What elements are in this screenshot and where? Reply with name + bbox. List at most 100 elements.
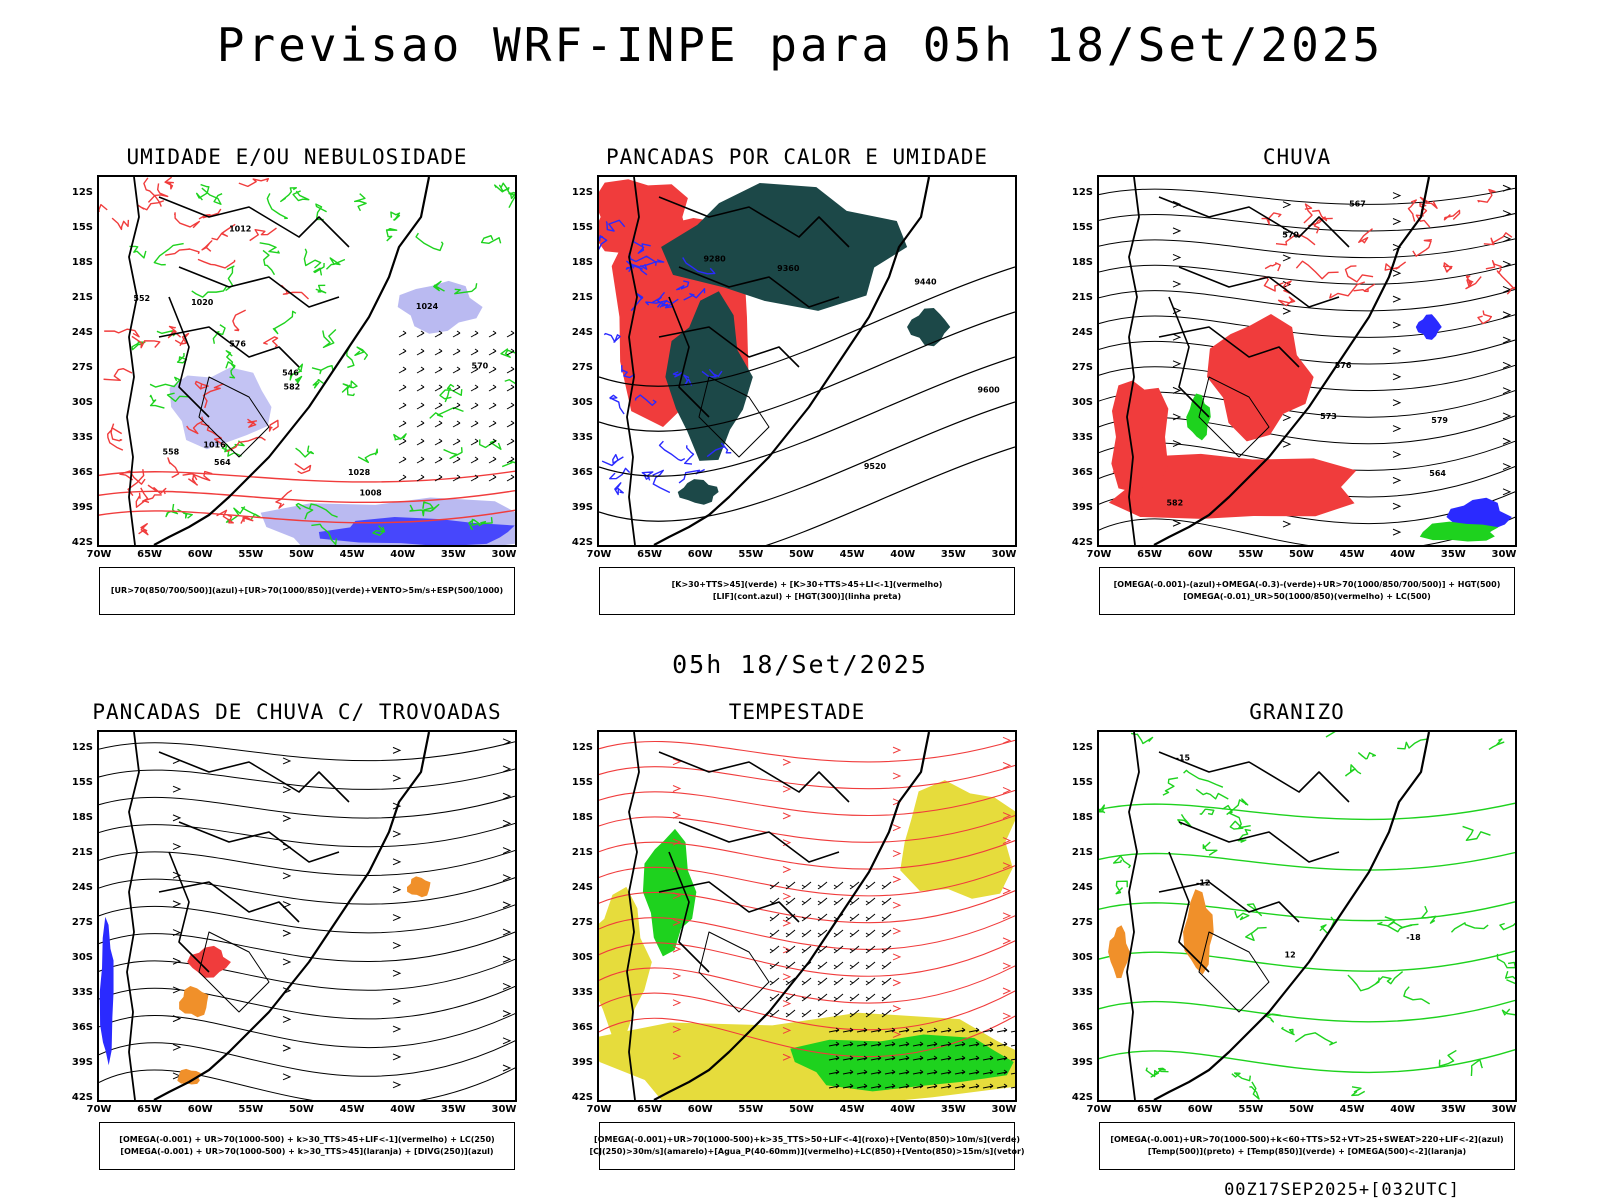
wind-vector — [852, 1009, 860, 1016]
temp850-contour-green — [1488, 738, 1505, 751]
lon-tick-label: 30W — [491, 1104, 517, 1115]
streamline-arrow — [172, 1043, 182, 1051]
legend-line: [OMEGA(-0.001) + UR>70(1000-500) + k>30_… — [120, 1147, 494, 1156]
streamline-arrow — [392, 830, 402, 838]
lon-tick-label: 45W — [1339, 1104, 1365, 1115]
humidity-contour-green — [153, 242, 184, 266]
wind-vector — [474, 384, 479, 390]
streamline — [99, 1067, 515, 1100]
humidity-contour-green — [354, 346, 369, 361]
wind-vector — [852, 897, 860, 904]
wind-vector — [820, 945, 828, 952]
lif-contour-blue — [683, 445, 695, 465]
streamline-arrow — [782, 866, 792, 873]
streamline-arrow — [172, 814, 182, 822]
omega-shading-blue — [1415, 314, 1442, 340]
panel-title: PANCADAS DE CHUVA C/ TROVOADAS — [92, 700, 502, 724]
wind-vector — [772, 897, 780, 904]
wind-vector — [947, 1069, 952, 1075]
wind-vector — [996, 1043, 1008, 1047]
lon-tick-label: 55W — [1238, 549, 1264, 560]
humidity-contour-green — [266, 193, 288, 220]
wind-vector — [833, 948, 838, 954]
wind-vector — [836, 1009, 844, 1016]
streamline-arrow — [282, 757, 292, 765]
lon-tick-label: 40W — [1390, 549, 1416, 560]
streamline-arrow — [1392, 347, 1402, 355]
state-border — [1178, 266, 1340, 308]
temp850-contour-green — [1325, 732, 1336, 738]
wind-vector — [881, 964, 886, 970]
lon-tick-label: 70W — [86, 1104, 112, 1115]
rain-shading-red — [1477, 310, 1493, 325]
lif-contour-blue — [651, 291, 679, 307]
wind-vector — [881, 1012, 886, 1018]
streamline-arrow — [1392, 321, 1402, 329]
streamline-arrow — [502, 847, 512, 854]
wind-vector — [870, 1043, 882, 1047]
temp850-contour-green — [1237, 828, 1251, 844]
wind-vector — [510, 456, 515, 462]
temp850-contour-green — [1347, 974, 1380, 992]
thickness-contour-red — [202, 383, 224, 409]
temp850-contour-green — [1231, 1072, 1251, 1082]
humidity-contour-green — [385, 227, 398, 242]
rain-shading-red — [1108, 453, 1357, 519]
wind-vector — [785, 964, 790, 970]
wind-vector — [865, 1012, 870, 1018]
thickness-contour-red — [216, 509, 234, 524]
thickness-contour-red — [167, 325, 182, 339]
wind-vector — [492, 384, 497, 390]
contour-label: 573 — [1320, 412, 1337, 421]
wind-vector — [438, 420, 443, 426]
instability-shading-red — [599, 179, 688, 254]
state-border — [178, 266, 340, 308]
streamline-arrow — [1172, 333, 1182, 341]
storm-shading-orange — [179, 986, 209, 1018]
wind-vector — [510, 420, 515, 426]
wind-vector — [842, 1057, 854, 1061]
temp850-contour-green — [1199, 808, 1215, 816]
lat-tick-label: 39S — [71, 1057, 93, 1068]
lon-tick-label: 50W — [289, 549, 314, 560]
contour-label: 564 — [1429, 469, 1446, 478]
rain-shading-red — [1308, 216, 1326, 234]
state-border — [658, 751, 850, 803]
andes-border — [626, 177, 640, 545]
state-border — [1178, 821, 1340, 863]
wind-vector — [492, 348, 497, 354]
wind-vector — [849, 1055, 854, 1061]
lon-tick-label: 50W — [789, 1104, 814, 1115]
humidity-shading-dark — [318, 517, 515, 545]
wind-vector — [912, 1029, 924, 1033]
lat-tick-label: 42S — [71, 537, 93, 548]
streamline-arrow — [892, 927, 902, 935]
lat-tick-label: 30S — [1071, 397, 1093, 408]
streamline-arrow — [1172, 413, 1182, 421]
state-border — [658, 196, 850, 248]
legend-line: [Temp(500)](preto) + [Temp(850)](verde) … — [1147, 1147, 1467, 1156]
run-timestamp: 00Z17SEP2025+[032UTC] — [1224, 1180, 1460, 1200]
streamline-arrow — [1282, 414, 1292, 422]
wind-vector — [801, 916, 806, 922]
wind-vector — [828, 1043, 840, 1047]
thickness-contour-red — [194, 380, 209, 390]
wind-vector — [420, 384, 425, 390]
streamline-arrow — [782, 973, 792, 981]
wind-vector — [884, 1029, 896, 1033]
temp850-contour-green — [1450, 922, 1489, 933]
wind-vector — [982, 1043, 994, 1047]
wind-vector — [852, 993, 860, 1000]
wind-vector — [510, 402, 515, 408]
wind-vector — [833, 900, 838, 906]
streamline-arrow — [1002, 736, 1012, 744]
streamline-arrow — [1392, 218, 1402, 225]
wind-vector — [982, 1029, 994, 1033]
humidity-contour-green — [149, 394, 165, 409]
thickness-contour-red — [247, 418, 258, 428]
humidity-contour-green — [421, 501, 434, 517]
streamline-arrow — [282, 958, 292, 966]
wind-vector — [868, 993, 876, 1000]
wind-vector — [905, 1083, 910, 1089]
wind-vector — [836, 961, 844, 968]
